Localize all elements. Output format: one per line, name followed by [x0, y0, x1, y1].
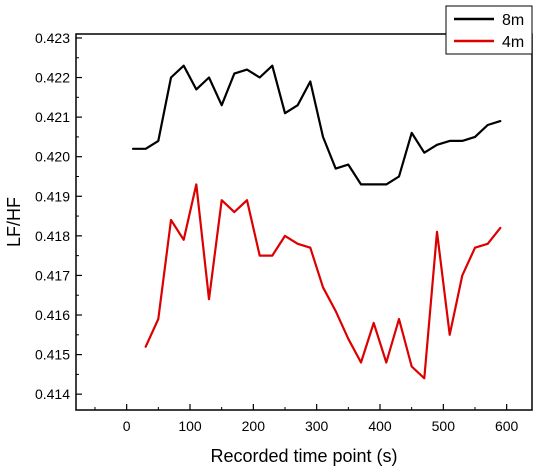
y-tick-label: 0.423 — [35, 30, 70, 46]
y-tick-label: 0.422 — [35, 70, 70, 86]
y-tick-label: 0.419 — [35, 188, 70, 204]
y-tick-label: 0.420 — [35, 149, 70, 165]
y-tick-label: 0.418 — [35, 228, 70, 244]
x-tick-label: 0 — [123, 418, 131, 434]
y-tick-label: 0.421 — [35, 109, 70, 125]
legend-label-4m: 4m — [502, 34, 524, 51]
x-tick-label: 500 — [432, 418, 456, 434]
x-axis-title: Recorded time point (s) — [210, 446, 397, 466]
legend-box — [445, 5, 533, 55]
series-line-4m — [144, 183, 502, 380]
x-tick-label: 200 — [242, 418, 266, 434]
x-tick-label: 600 — [495, 418, 519, 434]
y-axis: 0.414 0.415 0.416 0.417 0.418 0.419 0.420 0.421… — [35, 30, 82, 402]
series-line-8m — [131, 64, 502, 186]
x-tick-label: 100 — [178, 418, 202, 434]
series-layer — [131, 64, 502, 380]
x-axis: 0 100 200 300 400 500 600 — [94, 404, 519, 434]
x-tick-label: 300 — [305, 418, 329, 434]
plot-frame — [75, 33, 533, 411]
y-tick-label: 0.414 — [35, 386, 70, 402]
x-tick-label: 400 — [368, 418, 392, 434]
y-axis-title: LF/HF — [4, 197, 24, 247]
legend: 8m 4m — [445, 5, 533, 55]
y-tick-label: 0.417 — [35, 267, 70, 283]
y-tick-label: 0.415 — [35, 347, 70, 363]
legend-label-8m: 8m — [502, 12, 524, 29]
y-tick-label: 0.416 — [35, 307, 70, 323]
